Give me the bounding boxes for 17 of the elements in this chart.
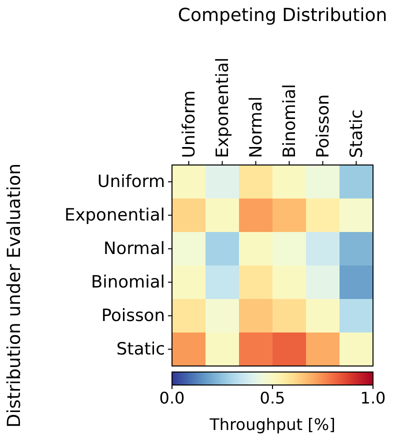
x-tick-label: Exponential [213, 57, 234, 158]
y-axis-title: Distribution under Evaluation [4, 163, 25, 428]
color-bar-label: 1.0 [360, 388, 386, 408]
y-tick-label: Binomial [91, 272, 165, 293]
y-tick-label: Normal [103, 239, 165, 260]
x-tick-label: Static [347, 109, 368, 158]
color-bar-title: Throughput [%] [208, 415, 336, 434]
x-tick-label: Normal [246, 96, 267, 158]
y-tick-label: Exponential [64, 206, 165, 226]
chart-title: Competing Distribution [178, 5, 388, 26]
y-tick-label: Uniform [97, 172, 165, 192]
y-tick-label: Poisson [101, 306, 165, 326]
x-tick-label: Binomial [280, 84, 300, 158]
y-tick-label: Static [116, 340, 165, 360]
x-tick-label: Poisson [314, 94, 334, 158]
color-bar-label: 0.0 [159, 388, 185, 408]
color-bar-label: 0.5 [260, 388, 286, 408]
